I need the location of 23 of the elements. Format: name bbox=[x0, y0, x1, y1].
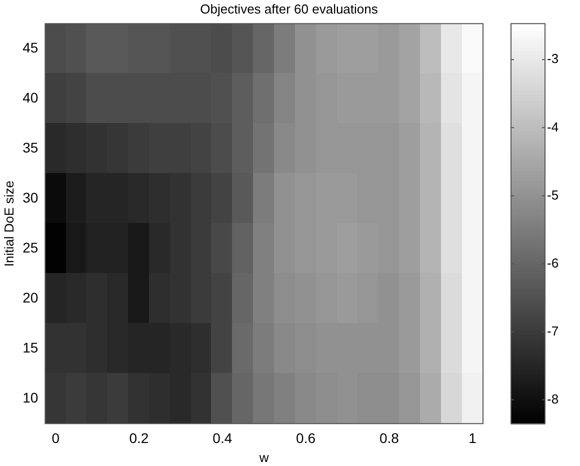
x-tick-label: 0 bbox=[52, 430, 60, 446]
x-tick-label: 0.4 bbox=[212, 430, 232, 446]
y-tick-label: 10 bbox=[22, 389, 38, 406]
x-tick-label: 1 bbox=[468, 430, 477, 446]
x-tick-label: 0.2 bbox=[129, 430, 149, 446]
y-tick-label: 20 bbox=[22, 289, 38, 306]
color-bar-label: -6 bbox=[547, 255, 559, 270]
chart-title: Objectives after 60 evaluations bbox=[200, 1, 378, 16]
color-bar-label: -3 bbox=[547, 51, 559, 66]
x-tick-label: 0.6 bbox=[296, 430, 316, 446]
color-bar-label: -5 bbox=[547, 187, 559, 202]
y-tick-label: 40 bbox=[22, 89, 38, 106]
x-axis-title: w bbox=[258, 450, 270, 465]
x-tick-label: 0.8 bbox=[379, 430, 400, 446]
y-tick-label: 35 bbox=[22, 139, 38, 156]
color-bar-label: -7 bbox=[547, 323, 559, 338]
color-bar-label: -4 bbox=[547, 119, 559, 134]
y-tick-label: 45 bbox=[22, 39, 38, 56]
y-axis-title: Initial DoE size bbox=[1, 180, 16, 267]
y-tick-label: 30 bbox=[22, 189, 38, 206]
color-bar-label: -8 bbox=[547, 391, 559, 406]
y-tick-label: 25 bbox=[22, 239, 38, 256]
y-tick-label: 15 bbox=[22, 339, 38, 356]
